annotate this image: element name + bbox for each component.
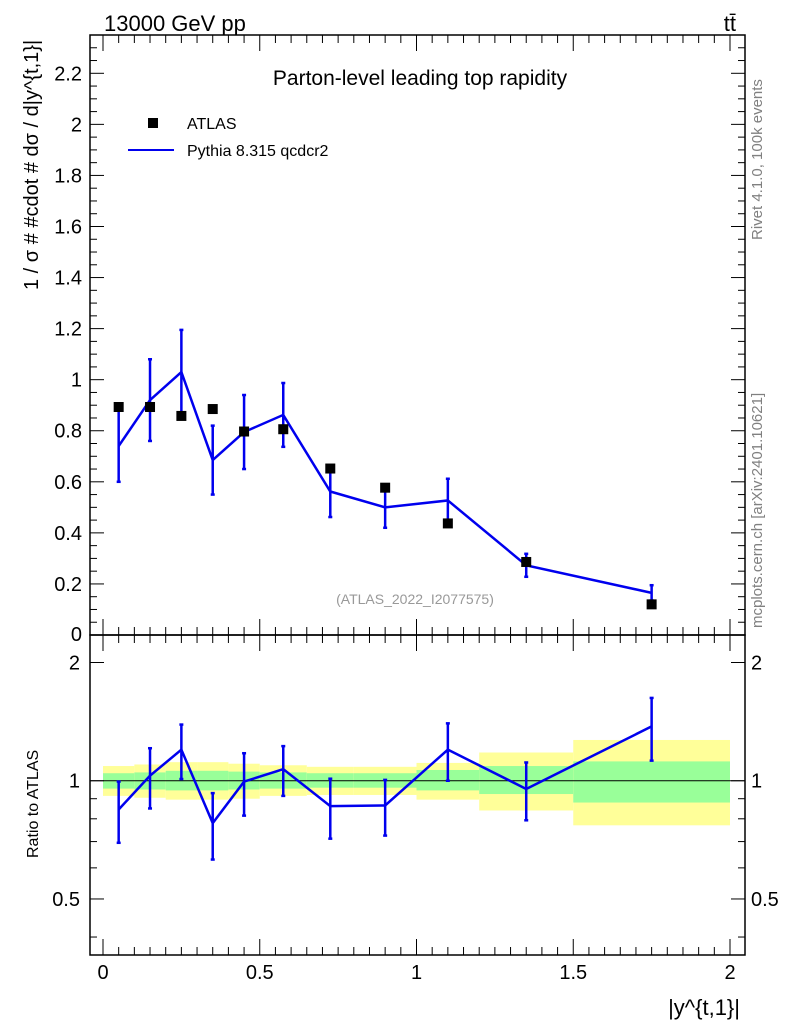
x-tick-label: 0 bbox=[97, 962, 108, 984]
main-y-tick-label: 1.6 bbox=[54, 216, 82, 238]
main-y-tick-label: 1.4 bbox=[54, 268, 82, 290]
main-y-tick-label-zero: 0 bbox=[71, 624, 82, 646]
mcplots-label: mcplots.cern.ch [arXiv:2401.10621] bbox=[749, 393, 766, 628]
x-tick-label: 1.5 bbox=[559, 962, 587, 984]
pythia-line bbox=[117, 369, 652, 595]
atlas-data-point bbox=[442, 518, 453, 529]
atlas-data-point bbox=[113, 402, 124, 412]
legend-pythia-label: Pythia 8.315 qcdcr2 bbox=[187, 143, 329, 160]
process-label: tt̄ bbox=[724, 11, 736, 36]
ratio-y-tick-label-left: 2 bbox=[69, 653, 80, 675]
legend: ATLAS Pythia 8.315 qcdcr2 bbox=[128, 116, 329, 160]
axes: 0.2 0.4 0.6 0.8 1 1.2 1.4 1.6 1.8 2 2.2 0 0.5 0.5 1 1 2 2… bbox=[52, 34, 779, 984]
atlas-data-point bbox=[646, 599, 657, 610]
ratio-frame bbox=[89, 634, 746, 956]
ratio-bands bbox=[90, 739, 745, 826]
main-y-tick-label: 0.4 bbox=[54, 523, 82, 545]
main-ylabel: 1 / σ # #cdot # dσ / d|y^{t,1}| bbox=[21, 40, 43, 290]
legend-atlas-marker bbox=[148, 118, 158, 128]
main-y-tick-label: 1.2 bbox=[54, 319, 82, 341]
x-axis-label: |y^{t,1}| bbox=[668, 995, 740, 1020]
main-y-tick-label: 1 bbox=[71, 370, 82, 392]
main-y-tick-label: 0.2 bbox=[54, 574, 82, 596]
ratio-y-tick-label-right: 0.5 bbox=[751, 889, 779, 911]
rivet-label: Rivet 4.1.0, 100k events bbox=[749, 79, 766, 240]
main-y-tick-label: 0.8 bbox=[54, 421, 82, 443]
ratio-y-tick-label-right: 2 bbox=[751, 653, 762, 675]
main-y-tick-label: 2 bbox=[71, 114, 82, 136]
atlas-data-point bbox=[278, 424, 289, 435]
legend-atlas-label: ATLAS bbox=[187, 116, 237, 133]
atlas-data-point bbox=[239, 426, 250, 437]
atlas-data-point bbox=[145, 402, 156, 412]
ratio-y-tick-label-left: 1 bbox=[69, 771, 80, 793]
main-y-tick-label: 2.2 bbox=[54, 63, 82, 85]
energy-label: 13000 GeV pp bbox=[104, 11, 246, 36]
x-tick-label: 1 bbox=[411, 962, 422, 984]
chart-title: Parton-level leading top rapidity bbox=[273, 67, 568, 90]
main-y-tick-label: 0.6 bbox=[54, 472, 82, 494]
watermark: (ATLAS_2022_I2077575) bbox=[336, 591, 494, 607]
atlas-data-point bbox=[325, 463, 336, 474]
x-tick-label: 0.5 bbox=[246, 962, 274, 984]
atlas-data-point bbox=[521, 556, 532, 567]
chart-marks bbox=[113, 328, 657, 861]
ratio-ylabel: Ratio to ATLAS bbox=[25, 750, 42, 858]
atlas-data-point bbox=[176, 410, 187, 421]
ratio-y-tick-label-left: 0.5 bbox=[52, 889, 80, 911]
ratio-band-inner bbox=[573, 761, 730, 803]
main-y-tick-label: 1.8 bbox=[54, 165, 82, 187]
ratio-y-tick-label-right: 1 bbox=[751, 771, 762, 793]
x-tick-label: 2 bbox=[724, 962, 735, 984]
atlas-data-point bbox=[207, 404, 218, 415]
atlas-data-point bbox=[380, 482, 391, 493]
